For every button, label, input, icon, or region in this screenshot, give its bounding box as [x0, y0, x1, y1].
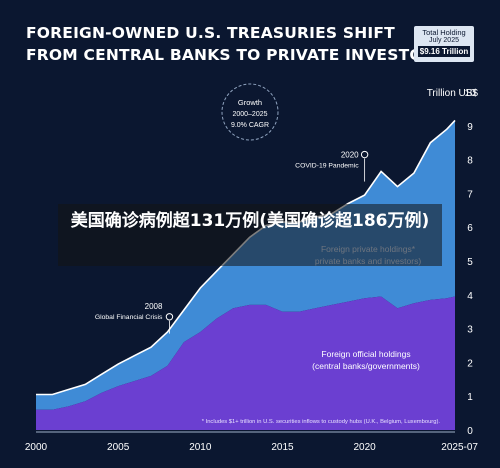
axis-group: 2000 2005 2010 2015 2020 2025-07 0 1 2 3 4 5 6 7 8 9 10T… — [25, 88, 479, 453]
y-tick-label: 1 — [467, 392, 473, 403]
growth-period: 2000–2025 — [232, 111, 267, 118]
annotation-2008-year: 2008 — [145, 302, 163, 311]
x-tick-label: 2010 — [189, 442, 212, 453]
official-holdings-area — [36, 296, 455, 430]
badge-date: July 2025 — [429, 37, 459, 44]
footnote: * Includes $1+ trillion in U.S. securiti… — [202, 419, 441, 425]
growth-circle — [221, 83, 279, 141]
growth-label: Growth — [238, 98, 262, 107]
total-holding-badge: Total Holding July 2025 $9.16 Trillion — [414, 26, 474, 62]
annotation-2008-text: Global Financial Crisis — [95, 314, 163, 321]
y-tick-label: 4 — [467, 291, 473, 302]
chart-title-line-2: FROM CENTRAL BANKS TO PRIVATE INVESTORS — [26, 46, 447, 64]
badge-value: $9.16 Trillion — [418, 46, 470, 57]
y-tick-label: 0 — [467, 426, 473, 437]
x-tick-label: 2015 — [271, 442, 294, 453]
annotation-2020-text: COVID-19 Pandemic — [295, 163, 359, 170]
y-tick-label: 6 — [467, 223, 473, 234]
y-axis-title: Trillion US$ — [427, 88, 479, 99]
x-tick-label: 2000 — [25, 442, 48, 453]
y-tick-label: 5 — [467, 257, 473, 268]
y-tick-label: 3 — [467, 325, 473, 336]
badge-label: Total Holding — [422, 28, 466, 37]
official-label-2: (central banks/governments) — [312, 361, 420, 371]
y-tick-label: 8 — [467, 156, 473, 167]
overlay-headline: 美国确诊病例超131万例(美国确诊超186万例) — [58, 204, 442, 266]
annotation-2020-year: 2020 — [341, 151, 359, 160]
y-tick-label: 2 — [467, 358, 473, 369]
x-tick-label: 2005 — [107, 442, 130, 453]
official-label-1: Foreign official holdings — [321, 349, 410, 359]
growth-cagr: 9.0% CAGR — [231, 122, 269, 129]
chart-title-line-1: FOREIGN-OWNED U.S. TREASURIES SHIFT — [26, 24, 395, 42]
annotation-2020-marker — [360, 150, 369, 159]
x-tick-label: 2025-07 — [441, 442, 478, 453]
y-tick-label: 10 — [464, 88, 476, 99]
y-tick-label: 7 — [467, 189, 473, 200]
series-areas — [36, 119, 456, 430]
x-tick-label: 2020 — [354, 442, 377, 453]
y-tick-label: 9 — [467, 122, 473, 133]
annotation-2008-marker — [165, 313, 174, 321]
